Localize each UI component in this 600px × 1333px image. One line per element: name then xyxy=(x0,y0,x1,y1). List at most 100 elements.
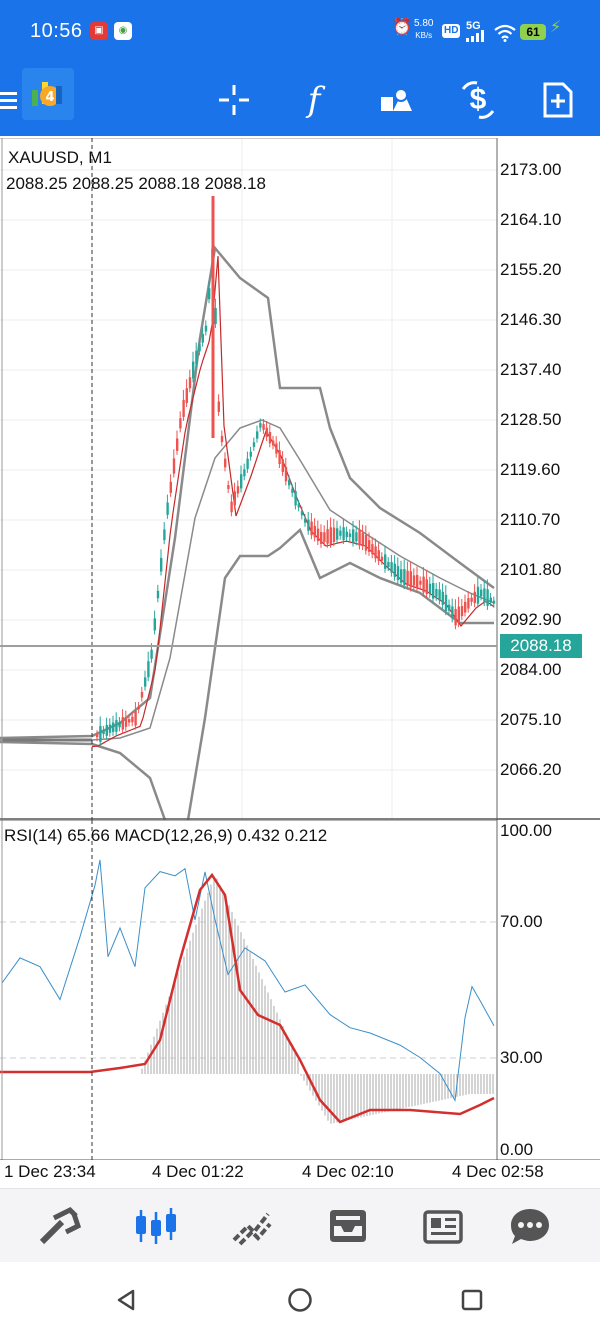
candle-body xyxy=(160,557,163,572)
candle-body xyxy=(131,716,134,723)
candle-body xyxy=(352,529,355,543)
candle-body xyxy=(224,458,227,468)
candle-body xyxy=(249,451,252,457)
function-icon[interactable]: f xyxy=(307,80,321,120)
candle-body xyxy=(406,570,409,586)
candle-body xyxy=(332,527,336,542)
back-icon[interactable] xyxy=(106,1280,146,1320)
app-notification-icon: ◉ xyxy=(114,22,132,40)
crosshair-icon[interactable] xyxy=(206,72,262,128)
candle-body xyxy=(473,591,476,604)
candle-body xyxy=(124,717,128,727)
candle-body xyxy=(435,588,438,597)
price-tick: 2066.20 xyxy=(500,760,562,779)
candle-body xyxy=(409,571,412,588)
candle-body xyxy=(422,576,425,593)
candle-body xyxy=(316,528,320,542)
candle-body xyxy=(416,574,419,589)
candle-body xyxy=(163,529,166,541)
candle-body xyxy=(172,458,176,474)
candle-body xyxy=(208,288,211,300)
hd-badge: HD xyxy=(442,24,461,38)
candle-body xyxy=(480,589,483,597)
candle-body xyxy=(99,726,102,742)
candle-body xyxy=(137,706,140,710)
candle-body xyxy=(233,491,236,506)
candle-body xyxy=(371,544,374,555)
candle-body xyxy=(288,479,291,486)
candle-body xyxy=(265,427,268,437)
candle-body xyxy=(96,734,99,738)
new-order-icon[interactable] xyxy=(530,72,586,128)
candle-body xyxy=(393,563,396,577)
candle-body xyxy=(387,561,390,567)
objects-icon[interactable] xyxy=(368,72,424,128)
candle-body xyxy=(464,601,467,613)
battery-icon: 61 xyxy=(520,24,546,40)
candle-body xyxy=(396,566,400,581)
candle-body xyxy=(182,399,185,417)
price-tick: 2146.30 xyxy=(500,310,562,329)
candle-body xyxy=(444,594,448,612)
candle-body xyxy=(281,459,284,472)
price-tick: 2137.40 xyxy=(500,360,562,379)
candle-body xyxy=(336,528,339,540)
bollinger-lower xyxy=(0,740,167,820)
price-tick: 2164.10 xyxy=(500,210,562,229)
candle-body xyxy=(403,569,406,586)
candle-body xyxy=(377,550,380,561)
price-tick: 2119.60 xyxy=(500,460,561,479)
time-tick: 1 Dec 23:34 xyxy=(4,1162,96,1181)
candle-body xyxy=(361,533,364,547)
candle-body xyxy=(457,606,460,624)
candle-body xyxy=(432,583,435,599)
trade-icon[interactable] xyxy=(222,1201,282,1251)
candle-body xyxy=(115,720,118,732)
candle-body xyxy=(140,692,144,698)
candle-body xyxy=(192,361,195,379)
candle-body xyxy=(355,532,358,542)
candle-body xyxy=(262,424,265,430)
chat-icon[interactable] xyxy=(500,1201,560,1251)
indicator-tick: 100.00 xyxy=(500,821,552,840)
candle-body xyxy=(195,350,198,364)
candle-body xyxy=(428,583,432,594)
network-type: 5G xyxy=(466,20,481,32)
chart-icon[interactable] xyxy=(126,1201,186,1251)
menu-icon[interactable] xyxy=(0,72,26,128)
candle-body xyxy=(454,608,457,626)
candle-body xyxy=(384,554,387,569)
candle-body xyxy=(291,488,294,493)
bottom-navigation xyxy=(0,1188,600,1263)
news-icon[interactable] xyxy=(414,1201,474,1251)
candle-body xyxy=(240,474,243,489)
candle-body xyxy=(272,440,275,446)
price-tick: 2155.20 xyxy=(500,260,562,279)
candle-body xyxy=(201,333,204,343)
quotes-icon[interactable] xyxy=(30,1201,90,1251)
status-time: 10:56 xyxy=(30,20,83,42)
app-logo[interactable]: 4 xyxy=(22,68,74,120)
indicator-chart[interactable] xyxy=(0,820,600,1160)
price-tick: 2110.70 xyxy=(500,510,561,529)
candle-body xyxy=(368,540,371,552)
recents-icon[interactable] xyxy=(452,1280,492,1320)
candle-body xyxy=(412,575,416,586)
candle-body xyxy=(227,485,230,489)
candle-body xyxy=(284,466,288,482)
system-navigation xyxy=(0,1262,600,1333)
trade-icon[interactable]: $ xyxy=(450,72,506,128)
history-icon[interactable] xyxy=(318,1201,378,1251)
time-tick: 4 Dec 01:22 xyxy=(152,1162,244,1181)
alarm-icon: ⏰ xyxy=(392,19,412,36)
candle-body xyxy=(300,511,304,516)
chart-toolbar: 4 f $ xyxy=(0,64,600,136)
candle-body xyxy=(390,562,393,573)
candle-body xyxy=(364,534,368,551)
candle-body xyxy=(230,501,233,513)
candle-body xyxy=(467,598,470,609)
candle-body xyxy=(419,580,422,585)
moving-average xyxy=(91,255,495,748)
price-chart[interactable] xyxy=(0,138,600,820)
home-icon[interactable] xyxy=(280,1280,320,1320)
